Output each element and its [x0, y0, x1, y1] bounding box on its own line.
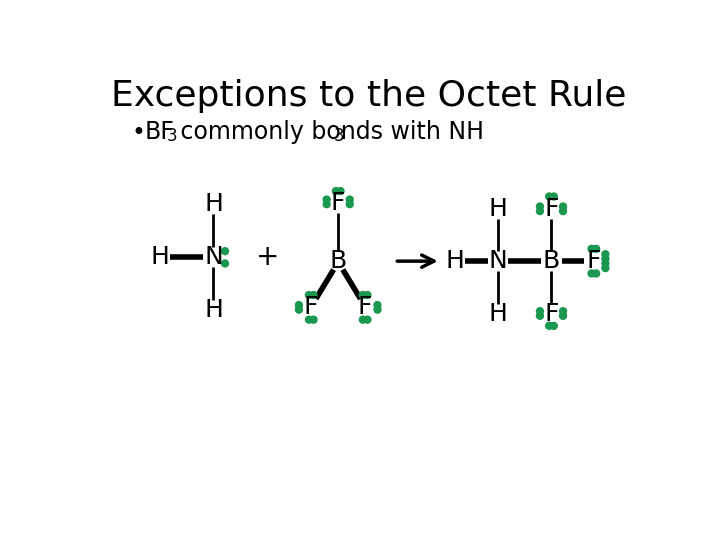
Text: N: N	[204, 245, 222, 269]
Text: 3: 3	[333, 127, 344, 145]
Circle shape	[588, 245, 595, 252]
Text: F: F	[544, 197, 559, 221]
Circle shape	[593, 245, 600, 252]
Circle shape	[550, 193, 557, 200]
Circle shape	[310, 292, 317, 299]
Circle shape	[295, 306, 302, 313]
Text: H: H	[151, 245, 170, 269]
Circle shape	[546, 322, 553, 329]
Circle shape	[359, 316, 366, 323]
Circle shape	[602, 255, 609, 262]
Circle shape	[546, 193, 553, 200]
Circle shape	[374, 301, 381, 308]
Text: commonly bonds with NH: commonly bonds with NH	[174, 120, 485, 144]
Circle shape	[337, 187, 344, 194]
Circle shape	[559, 208, 567, 214]
Text: B: B	[330, 249, 347, 273]
Text: N: N	[488, 249, 507, 273]
Circle shape	[559, 203, 567, 210]
Circle shape	[550, 322, 557, 329]
Text: BF: BF	[144, 120, 174, 144]
Circle shape	[559, 312, 567, 319]
Circle shape	[364, 292, 371, 299]
Text: F: F	[544, 301, 559, 326]
Circle shape	[364, 316, 371, 323]
Circle shape	[310, 316, 317, 323]
Text: F: F	[331, 191, 346, 215]
Text: H: H	[204, 192, 223, 216]
Circle shape	[346, 201, 354, 208]
Text: H: H	[488, 301, 507, 326]
Circle shape	[602, 251, 609, 258]
Circle shape	[222, 260, 228, 267]
Text: •: •	[132, 120, 145, 145]
Text: H: H	[488, 197, 507, 221]
Circle shape	[536, 312, 544, 319]
Circle shape	[323, 201, 330, 208]
Text: 3: 3	[166, 127, 177, 145]
Circle shape	[222, 248, 228, 254]
Text: B: B	[543, 249, 560, 273]
Circle shape	[536, 203, 544, 210]
Circle shape	[346, 196, 354, 203]
Circle shape	[305, 292, 312, 299]
Circle shape	[374, 306, 381, 313]
Circle shape	[602, 265, 609, 272]
Text: H: H	[446, 249, 464, 273]
Text: Exceptions to the Octet Rule: Exceptions to the Octet Rule	[112, 79, 626, 113]
Text: F: F	[304, 295, 318, 319]
Text: F: F	[358, 295, 372, 319]
Circle shape	[359, 292, 366, 299]
Text: H: H	[204, 299, 223, 322]
Circle shape	[333, 187, 339, 194]
Circle shape	[588, 270, 595, 277]
Text: F: F	[587, 249, 601, 273]
Circle shape	[305, 316, 312, 323]
Circle shape	[593, 270, 600, 277]
Circle shape	[536, 308, 544, 315]
Circle shape	[602, 260, 609, 267]
Circle shape	[559, 308, 567, 315]
Circle shape	[536, 208, 544, 214]
Circle shape	[323, 196, 330, 203]
Circle shape	[295, 301, 302, 308]
Text: +: +	[256, 244, 279, 271]
